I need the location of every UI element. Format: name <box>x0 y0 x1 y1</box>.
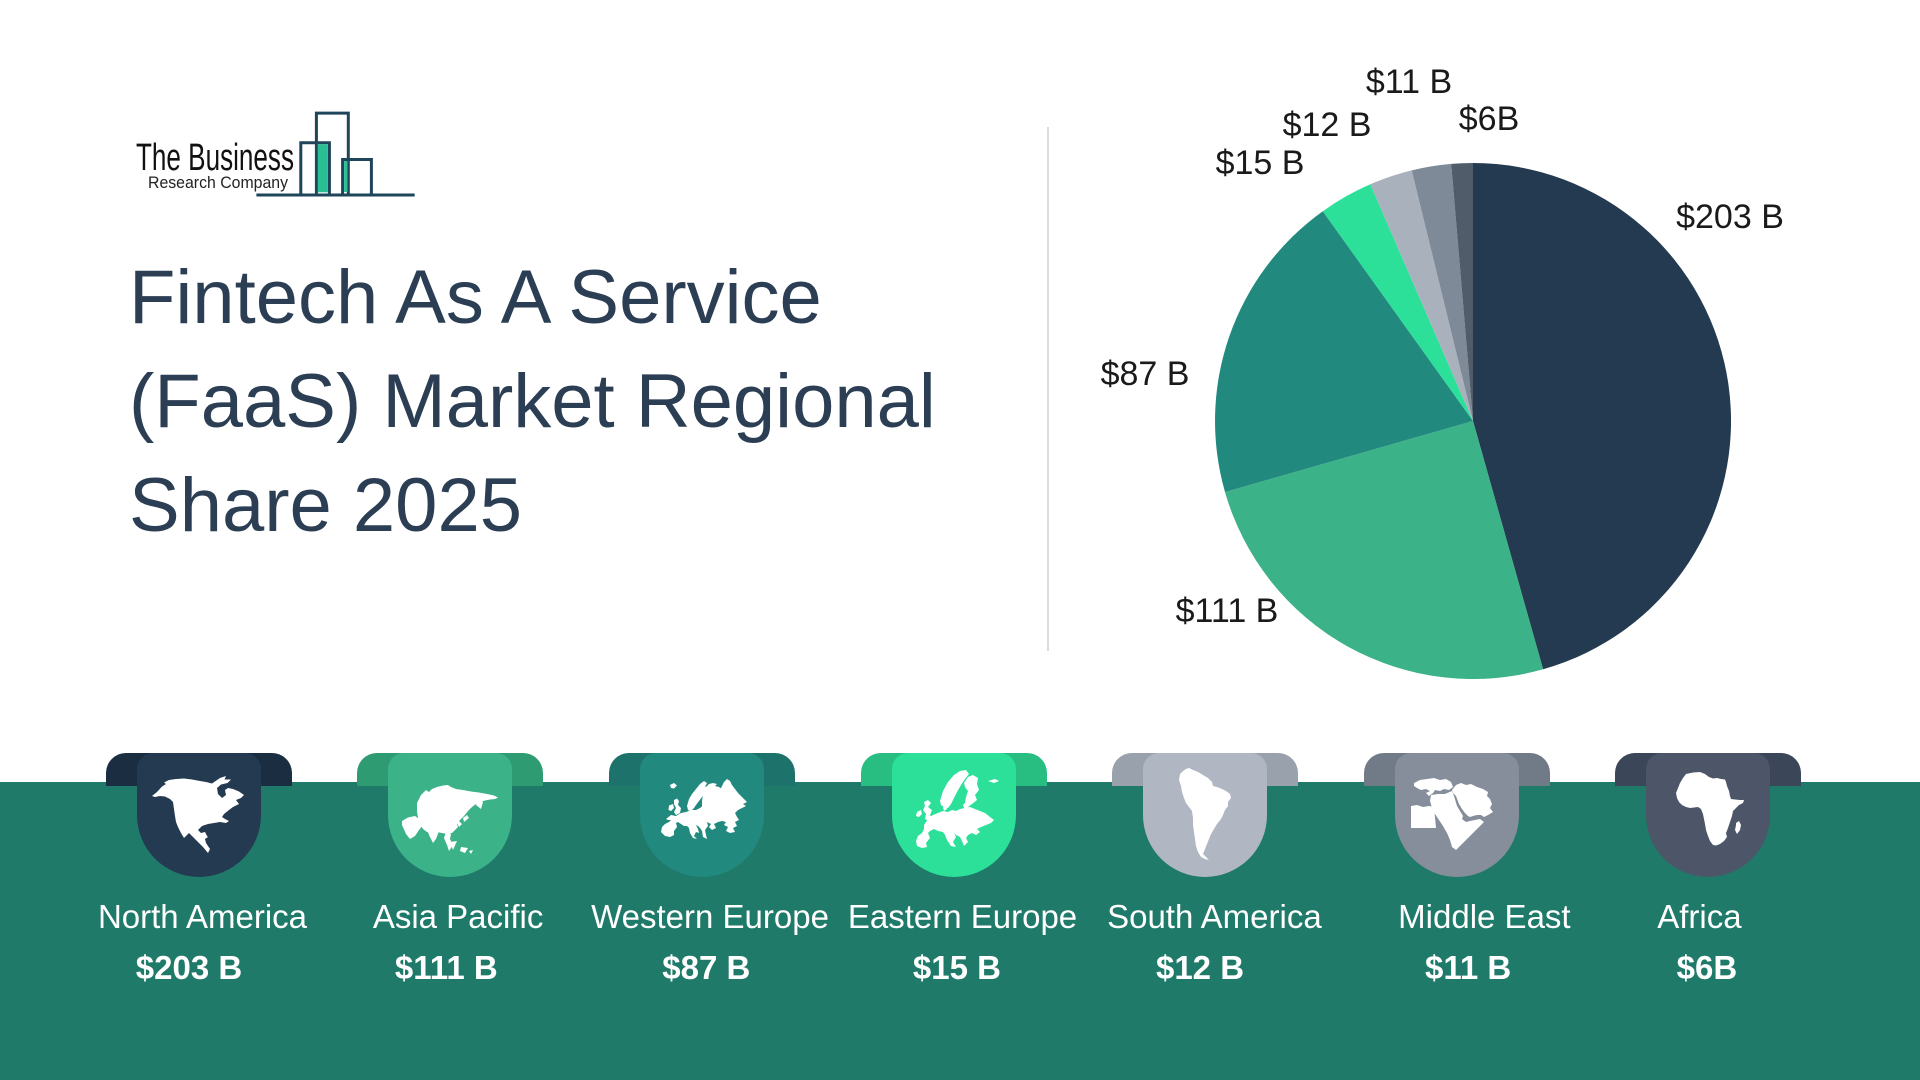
svg-text:Research Company: Research Company <box>148 174 289 192</box>
svg-text:The Business: The Business <box>136 137 294 179</box>
